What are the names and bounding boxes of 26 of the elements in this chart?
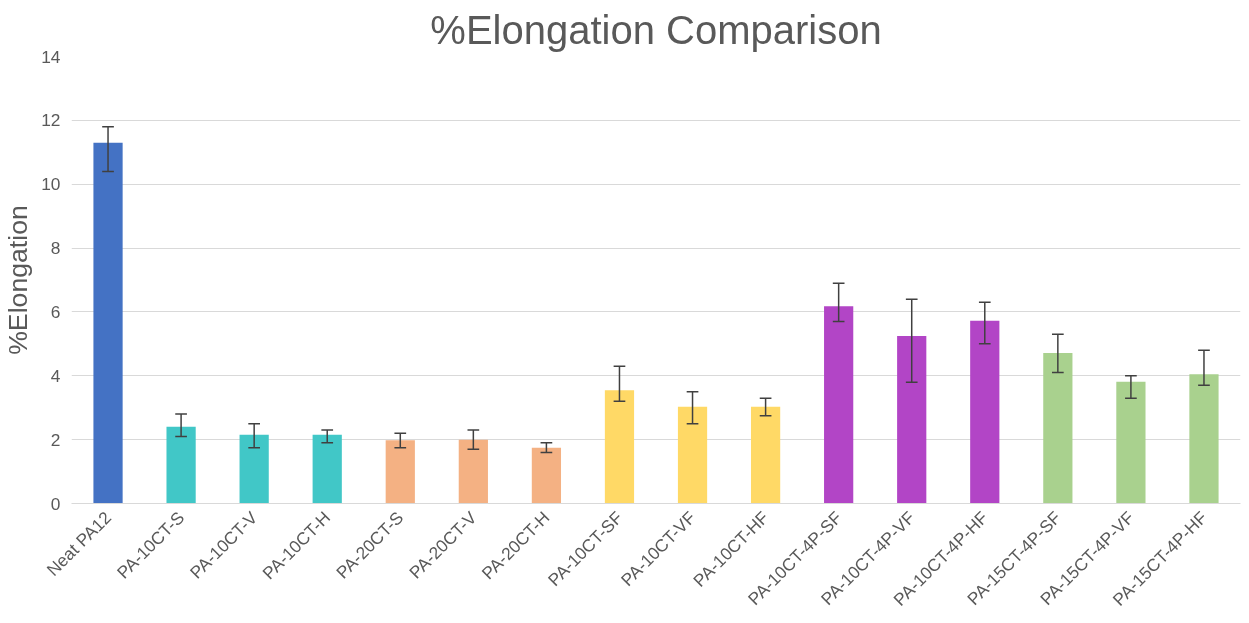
bar (1116, 381, 1146, 504)
bar (458, 439, 488, 504)
y-tick-label: 10 (41, 174, 61, 195)
bar (1189, 374, 1219, 504)
y-tick-label: 12 (41, 110, 61, 131)
chart-title: %Elongation Comparison (430, 7, 882, 52)
y-axis-title: %Elongation (3, 205, 34, 355)
bar (970, 320, 1000, 504)
bar (385, 440, 415, 504)
bar (824, 306, 854, 504)
y-tick-label: 0 (50, 493, 61, 514)
y-tick-label: 6 (50, 301, 61, 322)
y-tick-label: 4 (50, 365, 61, 386)
y-tick-label: 2 (50, 429, 61, 450)
y-tick-label: 8 (50, 238, 61, 259)
bar (93, 142, 123, 504)
bar (604, 390, 635, 504)
bar (750, 406, 781, 504)
bar (166, 426, 196, 504)
bar (1043, 353, 1073, 504)
bar (897, 335, 927, 504)
y-tick-label: 14 (41, 46, 61, 67)
bar (677, 406, 708, 504)
bar (239, 434, 269, 504)
bar (312, 434, 342, 504)
bar (531, 447, 562, 504)
